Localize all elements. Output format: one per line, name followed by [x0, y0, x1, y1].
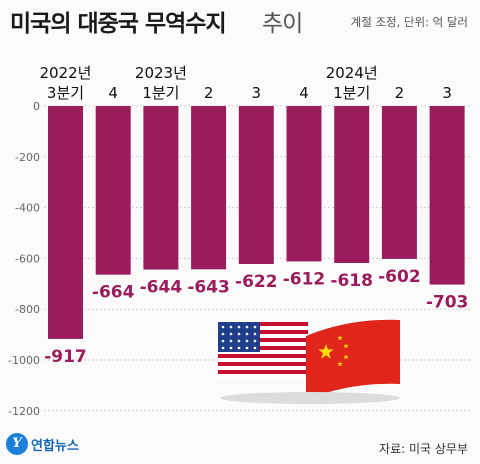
us-flag-star [245, 325, 249, 329]
us-flag-stripe [218, 346, 308, 350]
chart-title: 미국의 대중국 무역수지 [10, 11, 227, 37]
us-flag-star [253, 332, 257, 336]
us-flag-star [253, 325, 257, 329]
x-category-label: 3 [442, 84, 452, 102]
us-flag-star [253, 339, 257, 343]
bar [286, 106, 322, 262]
us-flag-star [237, 325, 241, 329]
us-flag-star [229, 332, 233, 336]
bar-value-label: -703 [426, 293, 469, 313]
us-flag-stripe [218, 330, 308, 334]
us-flag-star [229, 339, 233, 343]
bar-value-label: -618 [330, 271, 373, 291]
x-category-label: 2023년 [135, 64, 187, 82]
x-category-label: 3분기 [47, 84, 84, 102]
source-note: 자료: 미국 상무부 [379, 442, 468, 456]
x-category-label: 2 [395, 84, 405, 102]
bar [191, 106, 227, 270]
x-category-label: 4 [299, 84, 309, 102]
y-tick-label: -1000 [8, 354, 40, 367]
us-flag-star [253, 346, 257, 350]
us-flag-star [221, 332, 225, 336]
us-flag-star [237, 346, 241, 350]
us-flag-stripe [218, 370, 308, 374]
us-flag-star [221, 346, 225, 350]
us-flag-star [245, 339, 249, 343]
bar-value-label: -644 [140, 278, 183, 298]
y-tick-label: -600 [15, 252, 40, 265]
us-flag-stripe [218, 362, 308, 366]
flags-shadow [220, 392, 400, 404]
us-flag-stripe [218, 322, 308, 326]
us-flag-star [229, 346, 233, 350]
us-flag-star [237, 332, 241, 336]
y-tick-label: -200 [15, 151, 40, 164]
bar-value-label: -622 [235, 272, 278, 292]
bar [381, 106, 417, 259]
us-flag-star [229, 325, 233, 329]
china-flag-star [318, 344, 334, 359]
chart-title-suffix: 추이 [262, 11, 303, 37]
bar [334, 106, 370, 263]
bar [238, 106, 274, 264]
us-flag-star [237, 339, 241, 343]
bar-value-label: -643 [187, 277, 230, 297]
us-flag-star [245, 332, 249, 336]
china-flag-field [306, 319, 400, 400]
china-flag-star [337, 361, 343, 367]
china-flag-star [343, 343, 349, 349]
x-category-label: 1분기 [142, 84, 179, 102]
x-category-label: 2 [204, 84, 214, 102]
x-category-label: 2024년 [326, 64, 378, 82]
flags-illustration [218, 319, 400, 404]
bar [429, 106, 465, 285]
bar [95, 106, 131, 275]
x-category-label: 3 [252, 84, 262, 102]
unit-note: 계절 조정, 단위: 억 달러 [350, 15, 468, 29]
china-flag-icon [306, 319, 400, 400]
us-flag-star [221, 339, 225, 343]
bar-value-label: -917 [44, 347, 87, 367]
bar-value-label: -612 [283, 269, 326, 289]
y-tick-label: -400 [15, 202, 40, 215]
us-flag-stripe [218, 354, 308, 358]
us-flag-icon [218, 322, 308, 378]
us-flag-stripe [218, 338, 308, 342]
y-tick-label: 0 [33, 100, 40, 113]
china-flag-star [337, 335, 343, 341]
y-tick-label: -800 [15, 303, 40, 316]
china-flag-star [343, 354, 349, 360]
yonhap-logo-icon: Y [6, 433, 28, 455]
us-flag-star [245, 346, 249, 350]
bar-value-label: -664 [92, 283, 135, 303]
bar-value-label: -602 [378, 267, 421, 287]
bar [143, 106, 179, 270]
x-category-label: 1분기 [333, 84, 370, 102]
bar [48, 106, 83, 339]
x-category-label: 4 [108, 84, 118, 102]
us-flag-star [221, 325, 225, 329]
yonhap-logo-text: 연합뉴스 [31, 438, 79, 454]
yonhap-logo: Y 연합뉴스 [6, 433, 79, 455]
y-tick-label: -1200 [8, 405, 40, 418]
x-category-label: 2022년 [40, 64, 92, 82]
